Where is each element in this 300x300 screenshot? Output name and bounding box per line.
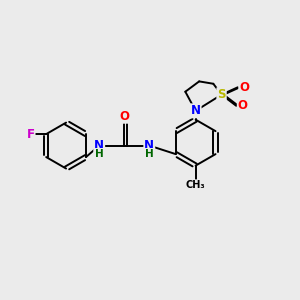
Text: N: N [94, 139, 104, 152]
Text: CH₃: CH₃ [186, 180, 206, 190]
Text: F: F [27, 128, 34, 141]
Text: O: O [238, 99, 248, 112]
Text: S: S [217, 88, 226, 101]
Text: O: O [119, 110, 129, 123]
Text: H: H [95, 149, 103, 159]
Text: N: N [190, 104, 201, 117]
Text: O: O [239, 81, 249, 94]
Text: H: H [145, 149, 154, 159]
Text: N: N [144, 139, 154, 152]
